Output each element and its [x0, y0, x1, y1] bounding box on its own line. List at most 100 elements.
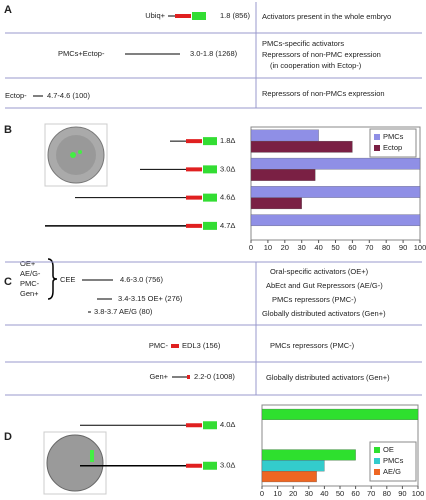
bar — [250, 214, 421, 227]
description: AbEct and Gut Repressors (AE/G-) — [266, 281, 383, 290]
brace — [47, 258, 58, 300]
legend-swatch — [374, 458, 380, 464]
description: Globally distributed activators (Gen+) — [262, 309, 386, 318]
bar — [261, 460, 325, 472]
description: Repressors of non-PMC expression — [262, 50, 381, 59]
x-tick-label: 60 — [348, 243, 356, 252]
construct-label: 4.6Δ — [220, 193, 235, 202]
reporter — [203, 137, 217, 146]
construct-label: 3.0Δ — [220, 164, 235, 173]
legend-swatch — [374, 469, 380, 475]
bar — [250, 186, 421, 198]
description: Repressors of non-PMCs expression — [262, 89, 385, 98]
group: OE+ — [20, 259, 36, 268]
legend-swatch — [374, 145, 380, 151]
range: 1.8 (856) — [220, 11, 251, 20]
x-tick-label: 70 — [365, 243, 373, 252]
x-tick-label: 80 — [383, 489, 391, 498]
bar — [261, 470, 317, 483]
reporter — [175, 14, 191, 18]
x-tick-label: 30 — [298, 243, 306, 252]
reporter — [186, 167, 202, 172]
construct-label: 1.8Δ — [220, 136, 235, 145]
range: 4.7-4.6 (100) — [47, 91, 90, 100]
reporter — [186, 139, 202, 144]
element-name: PMC- — [149, 341, 169, 350]
legend-label: AE/G — [383, 467, 401, 476]
x-tick-label: 100 — [414, 243, 426, 252]
reporter — [187, 375, 190, 379]
panel-label: A — [4, 4, 12, 16]
range: 2.2-0 (1008) — [194, 372, 235, 381]
gfp-signal — [70, 152, 76, 158]
x-tick-label: 60 — [351, 489, 359, 498]
bar — [250, 129, 319, 142]
panel-label: B — [4, 124, 12, 136]
element-name: PMCs+Ectop- — [58, 49, 105, 58]
x-tick-label: 50 — [331, 243, 339, 252]
range: 4.6-3.0 (756) — [120, 275, 163, 284]
element-name: Ubiq+ — [145, 11, 165, 20]
x-tick-label: 70 — [367, 489, 375, 498]
x-tick-label: 90 — [398, 489, 406, 498]
reporter — [203, 193, 217, 202]
range: 3.0-1.8 (1268) — [190, 49, 238, 58]
x-tick-label: 80 — [382, 243, 390, 252]
description: (in cooperation with Ectop-) — [270, 61, 362, 70]
range: 3.8-3.7 AE/G (80) — [94, 307, 153, 316]
range: EDL3 (156) — [182, 341, 221, 350]
construct-label: 4.7Δ — [220, 221, 235, 230]
x-tick-label: 50 — [336, 489, 344, 498]
panel-label: D — [4, 431, 12, 443]
x-tick-label: 90 — [399, 243, 407, 252]
x-tick-label: 40 — [314, 243, 322, 252]
element-name: Ectop- — [5, 91, 27, 100]
description: PMCs-specific activators — [262, 39, 344, 48]
description: Oral-specific activators (OE+) — [270, 267, 369, 276]
gfp-signal — [90, 450, 94, 462]
x-tick-label: 40 — [320, 489, 328, 498]
reporter — [186, 463, 202, 468]
reporter — [203, 421, 217, 430]
x-tick-label: 0 — [260, 489, 264, 498]
legend-swatch — [374, 447, 380, 453]
reporter — [203, 461, 217, 470]
group: AE/G- — [20, 269, 41, 278]
bar — [250, 157, 421, 170]
x-tick-label: 10 — [273, 489, 281, 498]
bar — [250, 197, 302, 210]
bar — [250, 140, 353, 153]
bar — [261, 449, 356, 461]
legend-swatch — [374, 134, 380, 140]
construct-label: 4.0Δ — [220, 420, 235, 429]
panel-label: C — [4, 276, 12, 288]
reporter — [186, 195, 202, 200]
embryo — [46, 434, 104, 492]
description: PMCs repressors (PMC-) — [272, 295, 357, 304]
bar — [261, 408, 419, 420]
description: Activators present in the whole embryo — [262, 12, 391, 21]
reporter — [171, 344, 179, 348]
x-tick-label: 0 — [249, 243, 253, 252]
description: PMCs repressors (PMC-) — [270, 341, 355, 350]
construct-label: 3.0Δ — [220, 461, 235, 470]
legend-box — [369, 128, 417, 158]
x-tick-label: 100 — [412, 489, 425, 498]
range: 3.4-3.15 OE+ (276) — [118, 294, 183, 303]
legend-label: PMCs — [383, 456, 404, 465]
bar — [250, 169, 316, 181]
description: Globally distributed activators (Gen+) — [266, 373, 390, 382]
reporter — [203, 165, 217, 174]
group: Gen+ — [20, 289, 39, 298]
group: PMC- — [20, 279, 40, 288]
legend-label: Ectop — [383, 143, 402, 152]
element-name: Gen+ — [149, 372, 168, 381]
reporter — [192, 12, 206, 20]
gfp-signal — [78, 150, 82, 154]
reporter — [186, 223, 202, 228]
x-tick-label: 30 — [305, 489, 313, 498]
legend-label: PMCs — [383, 132, 404, 141]
x-tick-label: 10 — [264, 243, 272, 252]
legend-label: OE — [383, 445, 394, 454]
